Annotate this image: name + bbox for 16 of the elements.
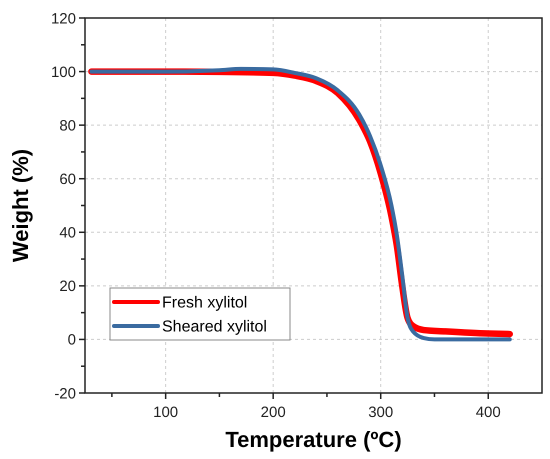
y-tick-label: 80 <box>59 117 76 134</box>
y-tick-label: 20 <box>59 278 76 296</box>
y-tick-label: 40 <box>59 224 76 242</box>
y-tick-label: 100 <box>50 64 76 81</box>
x-tick-label: 200 <box>260 404 286 421</box>
y-tick-label: -20 <box>54 385 76 402</box>
x-tick-label: 400 <box>476 404 501 421</box>
x-tick-label: 300 <box>368 404 394 421</box>
y-axis-title: Weight (%) <box>8 148 33 262</box>
y-tick-label: 60 <box>59 170 76 188</box>
legend-label: Fresh xylitol <box>162 294 248 312</box>
x-tick-label: 100 <box>153 404 178 421</box>
y-tick-label: 120 <box>50 10 76 28</box>
legend-label: Sheared xylitol <box>162 318 267 336</box>
x-axis-title: Temperature (ºC) <box>225 427 402 452</box>
y-tick-label: 0 <box>68 332 76 349</box>
